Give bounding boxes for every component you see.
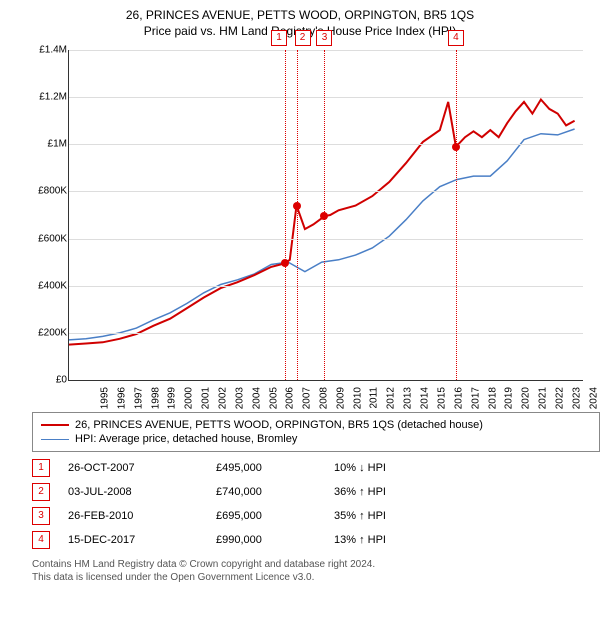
- sales-table-row: 3 26-FEB-2010 £695,000 35% ↑ HPI: [32, 504, 582, 528]
- x-axis-label: 2013: [403, 387, 414, 409]
- sale-price: £695,000: [216, 510, 316, 522]
- x-axis-label: 1999: [167, 387, 178, 409]
- x-axis-label: 2020: [521, 387, 532, 409]
- x-axis-label: 2024: [588, 387, 599, 409]
- sale-marker-dot: [452, 143, 460, 151]
- legend-swatch: [41, 424, 69, 426]
- gridline-h: [69, 239, 583, 240]
- y-axis-label: £1.4M: [37, 45, 67, 56]
- footer-line-2: This data is licensed under the Open Gov…: [32, 571, 582, 584]
- sale-marker-line: [285, 50, 286, 380]
- sale-marker-line: [456, 50, 457, 380]
- sale-marker-line: [297, 50, 298, 380]
- x-axis-label: 2012: [386, 387, 397, 409]
- legend-swatch: [41, 439, 69, 440]
- legend-label: HPI: Average price, detached house, Brom…: [75, 433, 297, 445]
- sale-marker-number: 4: [448, 30, 464, 46]
- x-axis-label: 2005: [268, 387, 279, 409]
- x-axis-label: 2008: [318, 387, 329, 409]
- x-axis-label: 1996: [116, 387, 127, 409]
- x-axis-label: 2021: [537, 387, 548, 409]
- sale-marker-dot: [281, 259, 289, 267]
- sale-marker-dot: [320, 212, 328, 220]
- x-axis-label: 2001: [200, 387, 211, 409]
- sale-price: £740,000: [216, 486, 316, 498]
- x-axis-label: 1995: [99, 387, 110, 409]
- y-axis-label: £1M: [37, 139, 67, 150]
- sales-table-row: 4 15-DEC-2017 £990,000 13% ↑ HPI: [32, 528, 582, 552]
- sale-hpi-diff: 36% ↑ HPI: [334, 486, 474, 498]
- sale-number-box: 1: [32, 459, 50, 477]
- legend-box: 26, PRINCES AVENUE, PETTS WOOD, ORPINGTO…: [32, 412, 600, 452]
- series-line: [69, 129, 575, 340]
- sale-marker-dot: [293, 202, 301, 210]
- x-axis-label: 2011: [368, 387, 379, 409]
- x-axis-label: 1998: [150, 387, 161, 409]
- x-axis-label: 2003: [234, 387, 245, 409]
- sale-price: £495,000: [216, 462, 316, 474]
- sale-marker-number: 2: [295, 30, 311, 46]
- y-axis-label: £200K: [37, 327, 67, 338]
- plot-region: £0£200K£400K£600K£800K£1M£1.2M£1.4M19951…: [68, 50, 583, 381]
- x-axis-label: 2004: [251, 387, 262, 409]
- sale-date: 26-FEB-2010: [68, 510, 198, 522]
- sale-hpi-diff: 13% ↑ HPI: [334, 534, 474, 546]
- legend-row: HPI: Average price, detached house, Brom…: [41, 433, 591, 445]
- gridline-h: [69, 191, 583, 192]
- sales-table-row: 1 26-OCT-2007 £495,000 10% ↓ HPI: [32, 456, 582, 480]
- sale-hpi-diff: 10% ↓ HPI: [334, 462, 474, 474]
- series-line: [69, 100, 575, 345]
- footer-attribution: Contains HM Land Registry data © Crown c…: [32, 558, 582, 584]
- y-axis-label: £400K: [37, 280, 67, 291]
- gridline-h: [69, 144, 583, 145]
- sale-marker-number: 3: [316, 30, 332, 46]
- x-axis-label: 2000: [184, 387, 195, 409]
- gridline-h: [69, 286, 583, 287]
- sale-number-box: 4: [32, 531, 50, 549]
- y-axis-label: £0: [37, 375, 67, 386]
- x-axis-label: 2007: [301, 387, 312, 409]
- legend-label: 26, PRINCES AVENUE, PETTS WOOD, ORPINGTO…: [75, 419, 483, 431]
- sale-marker-number: 1: [271, 30, 287, 46]
- chart-area: £0£200K£400K£600K£800K£1M£1.2M£1.4M19951…: [32, 44, 592, 404]
- x-axis-label: 2002: [217, 387, 228, 409]
- gridline-h: [69, 333, 583, 334]
- legend-row: 26, PRINCES AVENUE, PETTS WOOD, ORPINGTO…: [41, 419, 591, 431]
- sale-number-box: 3: [32, 507, 50, 525]
- sale-date: 03-JUL-2008: [68, 486, 198, 498]
- y-axis-label: £600K: [37, 233, 67, 244]
- x-axis-label: 2016: [453, 387, 464, 409]
- sale-hpi-diff: 35% ↑ HPI: [334, 510, 474, 522]
- x-axis-label: 2010: [352, 387, 363, 409]
- y-axis-label: £800K: [37, 186, 67, 197]
- x-axis-label: 1997: [133, 387, 144, 409]
- x-axis-label: 2006: [285, 387, 296, 409]
- sales-table-row: 2 03-JUL-2008 £740,000 36% ↑ HPI: [32, 480, 582, 504]
- footer-line-1: Contains HM Land Registry data © Crown c…: [32, 558, 582, 571]
- title-address: 26, PRINCES AVENUE, PETTS WOOD, ORPINGTO…: [8, 8, 592, 22]
- sale-date: 15-DEC-2017: [68, 534, 198, 546]
- gridline-h: [69, 50, 583, 51]
- sale-price: £990,000: [216, 534, 316, 546]
- gridline-h: [69, 97, 583, 98]
- x-axis-label: 2017: [470, 387, 481, 409]
- sales-table: 1 26-OCT-2007 £495,000 10% ↓ HPI 2 03-JUL-200…: [32, 456, 582, 552]
- sale-date: 26-OCT-2007: [68, 462, 198, 474]
- x-axis-label: 2018: [487, 387, 498, 409]
- x-axis-label: 2022: [554, 387, 565, 409]
- y-axis-label: £1.2M: [37, 92, 67, 103]
- x-axis-label: 2023: [571, 387, 582, 409]
- sale-number-box: 2: [32, 483, 50, 501]
- x-axis-label: 2009: [335, 387, 346, 409]
- x-axis-label: 2014: [419, 387, 430, 409]
- x-axis-label: 2015: [436, 387, 447, 409]
- x-axis-label: 2019: [504, 387, 515, 409]
